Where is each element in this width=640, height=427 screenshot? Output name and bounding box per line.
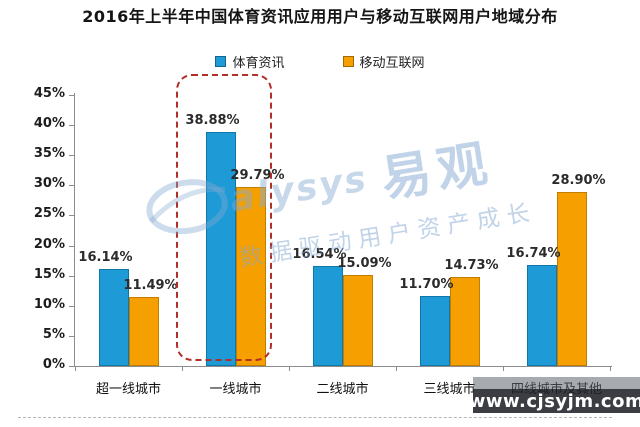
bar (128, 296, 159, 366)
y-axis-tick (69, 215, 75, 217)
y-axis-label: 10% (33, 296, 65, 312)
x-axis-tick (182, 366, 183, 371)
x-axis-tick (610, 366, 611, 371)
legend-item: 移动互联网 (342, 52, 425, 71)
y-axis-tick (69, 275, 75, 277)
bar-value-label: 11.70% (399, 276, 454, 292)
category-label: 超一线城市 (95, 382, 162, 397)
y-axis-label: 0% (42, 357, 65, 372)
bar-value-label: 14.73% (444, 258, 499, 274)
legend-item: 体育资讯 (215, 52, 285, 71)
bar (556, 191, 587, 366)
y-axis-label: 45% (33, 86, 65, 101)
x-axis-tick (75, 366, 76, 371)
y-axis-tick (69, 305, 75, 307)
y-axis-label: 35% (33, 146, 65, 162)
bar-value-label: 38.88% (185, 112, 240, 128)
y-axis-label: 15% (33, 266, 65, 282)
highlight-box-first-tier-cities (176, 74, 272, 361)
footer-url-row: www.cjsyjm.com (469, 389, 640, 413)
bottom-divider-line (18, 417, 612, 418)
y-axis-label: 25% (33, 206, 65, 222)
bar (98, 268, 129, 366)
y-axis-label: 5% (42, 326, 65, 342)
legend-label: 移动互联网 (359, 55, 425, 71)
footer-banner: www.cjsyjm.com (469, 377, 640, 413)
bar (312, 266, 343, 366)
bar (526, 265, 557, 366)
x-axis-tick (289, 366, 290, 371)
y-axis-tick (69, 335, 75, 337)
bar (419, 295, 450, 366)
category-label: 三线城市 (423, 382, 476, 397)
y-axis-tick (69, 125, 75, 127)
bar (235, 186, 266, 366)
chart-title: 2016年上半年中国体育资讯应用用户与移动互联网用户地域分布 (82, 7, 558, 26)
legend-swatch-icon (215, 55, 227, 67)
y-axis-tick (69, 155, 75, 157)
bar-value-label: 15.09% (337, 256, 392, 272)
bar (205, 131, 236, 366)
category-label: 二线城市 (316, 382, 369, 397)
y-axis-label: 40% (33, 116, 65, 132)
category-label: 一线城市 (209, 382, 262, 397)
bar-value-label: 28.90% (551, 172, 606, 188)
x-axis-line (74, 366, 612, 367)
y-axis-tick (69, 95, 75, 96)
x-axis-tick (396, 366, 397, 371)
y-axis-tick (69, 185, 75, 187)
bar (342, 275, 373, 366)
legend: 体育资讯 移动互联网 (0, 52, 640, 71)
y-axis-label: 20% (33, 236, 65, 252)
bar-value-label: 16.54% (292, 247, 347, 263)
legend-swatch-icon (342, 55, 354, 67)
y-axis-line (74, 93, 75, 367)
y-axis-tick (69, 245, 75, 247)
bar-value-label: 16.74% (506, 246, 561, 262)
x-axis-tick (503, 366, 504, 371)
y-axis-label: 30% (33, 176, 65, 192)
bar-value-label: 16.14% (78, 249, 133, 265)
bar-value-label: 11.49% (123, 277, 178, 293)
footer-url: www.cjsyjm.com (468, 390, 640, 412)
bar (449, 277, 480, 366)
legend-label: 体育资讯 (232, 55, 285, 71)
y-axis-tick (69, 366, 75, 367)
